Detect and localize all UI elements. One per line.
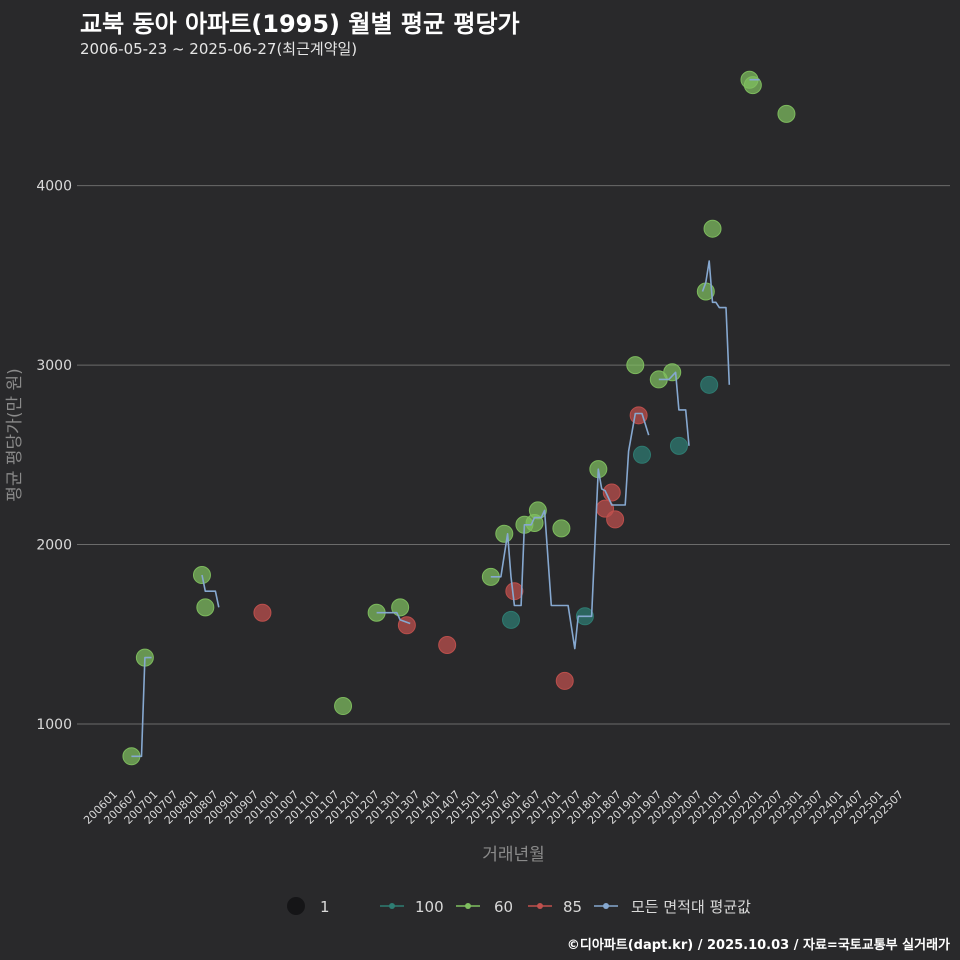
point-60	[777, 104, 796, 123]
point-100	[502, 610, 520, 629]
point-60	[743, 76, 762, 95]
point-85	[253, 603, 272, 622]
avg-line-segment	[201, 574, 220, 608]
point-85	[555, 671, 574, 690]
point-100	[669, 436, 688, 455]
legend-label-avg: 모든 면적대 평균값	[631, 898, 751, 916]
avg-line-segment	[490, 412, 650, 650]
legend-label-s85: 85	[563, 898, 582, 916]
legend-dot-avg	[603, 903, 609, 909]
point-60	[626, 356, 645, 375]
legend-size-label: 1	[320, 898, 330, 916]
point-100	[633, 445, 651, 464]
avg-line-segment	[701, 260, 731, 385]
legend-label-s60: 60	[494, 898, 513, 916]
avg-line-segment	[658, 371, 690, 446]
point-100	[700, 375, 719, 394]
legend-dot-s100	[389, 903, 395, 909]
legend-dot-s85	[537, 903, 543, 909]
point-60	[495, 524, 514, 543]
point-60	[334, 697, 353, 716]
point-60	[552, 519, 571, 538]
y-tick-label: 4000	[36, 179, 72, 195]
legend-dot-s60	[465, 903, 471, 909]
point-60	[703, 219, 722, 238]
point-60	[663, 363, 682, 382]
point-60	[196, 598, 215, 617]
y-tick-label: 1000	[36, 717, 72, 733]
legend-size-key	[287, 897, 305, 915]
point-85	[606, 510, 625, 529]
legend-label-s100: 100	[415, 898, 444, 916]
chart-title: 교북 동아 아파트(1995) 월별 평균 평당가	[80, 10, 520, 38]
point-60	[391, 598, 410, 617]
point-85	[438, 636, 457, 655]
x-axis-title: 거래년월	[482, 845, 545, 865]
y-tick-label: 2000	[36, 538, 72, 554]
avg-line-segment	[131, 656, 152, 758]
point-85	[505, 582, 524, 601]
y-axis-title: 평균 평당가(만 원)	[5, 368, 25, 502]
avg-line-segment	[376, 611, 411, 625]
y-tick-label: 3000	[36, 358, 72, 374]
chart-subtitle: 2006-05-23 ~ 2025-06-27(최근계약일)	[80, 40, 358, 58]
source-footer: ©디아파트(dapt.kr) / 2025.10.03 / 자료=국토교통부 실…	[566, 938, 950, 953]
